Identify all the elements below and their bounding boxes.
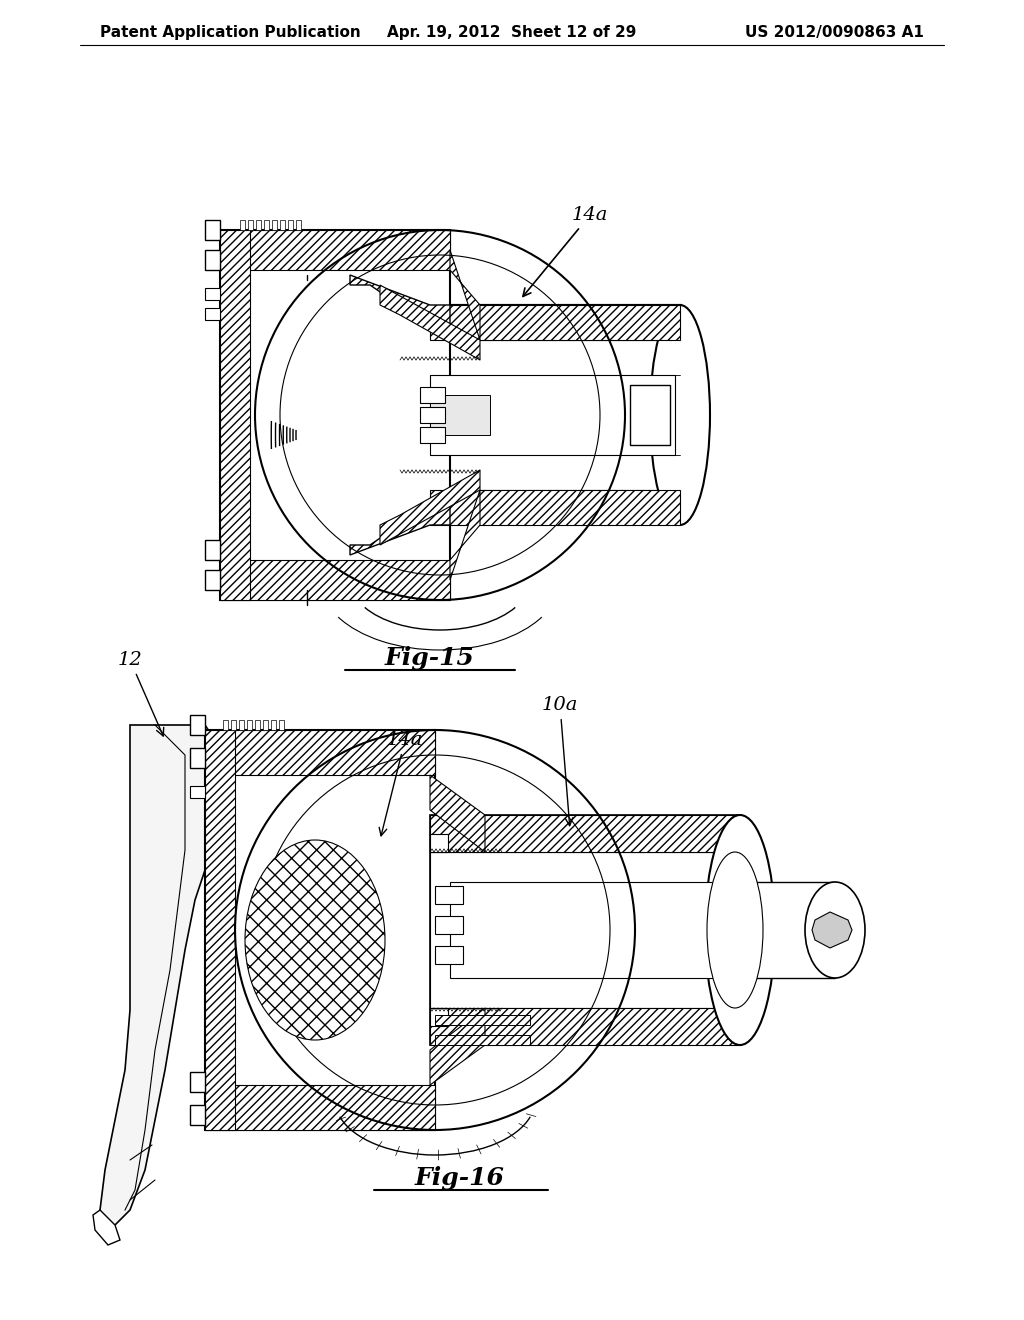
Polygon shape [220, 230, 450, 601]
Polygon shape [450, 249, 480, 341]
Ellipse shape [650, 305, 710, 525]
Polygon shape [205, 730, 234, 1130]
FancyBboxPatch shape [420, 407, 445, 422]
FancyBboxPatch shape [288, 220, 293, 230]
Polygon shape [430, 814, 740, 851]
Polygon shape [450, 882, 720, 978]
Polygon shape [205, 1085, 435, 1130]
FancyBboxPatch shape [264, 220, 269, 230]
Text: Patent Application Publication: Patent Application Publication [100, 25, 360, 40]
Text: 10a: 10a [542, 696, 579, 826]
Text: US 2012/0090863 A1: US 2012/0090863 A1 [745, 25, 924, 40]
Text: Fig-15: Fig-15 [385, 645, 475, 671]
FancyBboxPatch shape [271, 719, 276, 730]
Polygon shape [93, 1210, 120, 1245]
FancyBboxPatch shape [430, 1008, 449, 1026]
Polygon shape [435, 1035, 530, 1045]
Polygon shape [350, 275, 450, 341]
FancyBboxPatch shape [435, 946, 463, 964]
FancyBboxPatch shape [231, 719, 236, 730]
FancyBboxPatch shape [190, 748, 205, 768]
Ellipse shape [805, 882, 865, 978]
FancyBboxPatch shape [280, 220, 285, 230]
FancyBboxPatch shape [420, 387, 445, 403]
Polygon shape [430, 1008, 740, 1045]
FancyBboxPatch shape [240, 220, 245, 230]
FancyBboxPatch shape [435, 886, 463, 904]
Polygon shape [430, 814, 740, 1045]
Polygon shape [350, 490, 450, 554]
FancyBboxPatch shape [255, 719, 260, 730]
Text: 12: 12 [118, 651, 164, 737]
Polygon shape [430, 490, 680, 525]
Polygon shape [812, 912, 852, 948]
FancyBboxPatch shape [435, 916, 463, 935]
Polygon shape [220, 230, 250, 601]
Text: Fig-16: Fig-16 [415, 1166, 505, 1191]
Polygon shape [205, 730, 435, 1130]
FancyBboxPatch shape [190, 1105, 205, 1125]
Polygon shape [220, 560, 450, 601]
Polygon shape [430, 341, 680, 490]
Text: 14a: 14a [379, 731, 423, 836]
FancyBboxPatch shape [190, 785, 205, 799]
Polygon shape [430, 305, 680, 341]
Polygon shape [430, 305, 680, 525]
Ellipse shape [245, 840, 385, 1040]
FancyBboxPatch shape [420, 426, 445, 444]
Polygon shape [430, 1008, 485, 1085]
Text: 14a: 14a [523, 206, 608, 297]
FancyBboxPatch shape [205, 570, 220, 590]
Polygon shape [430, 775, 485, 851]
Polygon shape [430, 375, 675, 455]
Polygon shape [450, 490, 480, 579]
FancyBboxPatch shape [256, 220, 261, 230]
Polygon shape [100, 725, 225, 1225]
FancyBboxPatch shape [430, 834, 449, 851]
Polygon shape [735, 882, 835, 978]
Polygon shape [430, 395, 490, 436]
FancyBboxPatch shape [190, 1072, 205, 1092]
Polygon shape [435, 1015, 530, 1026]
FancyBboxPatch shape [279, 719, 284, 730]
Ellipse shape [705, 814, 775, 1045]
FancyBboxPatch shape [272, 220, 278, 230]
Polygon shape [430, 851, 740, 1008]
Polygon shape [220, 230, 450, 271]
FancyBboxPatch shape [263, 719, 268, 730]
Text: Apr. 19, 2012  Sheet 12 of 29: Apr. 19, 2012 Sheet 12 of 29 [387, 25, 637, 40]
Polygon shape [380, 285, 480, 360]
FancyBboxPatch shape [205, 308, 220, 319]
FancyBboxPatch shape [205, 249, 220, 271]
FancyBboxPatch shape [239, 719, 244, 730]
FancyBboxPatch shape [630, 385, 670, 445]
FancyBboxPatch shape [190, 715, 205, 735]
FancyBboxPatch shape [205, 220, 220, 240]
FancyBboxPatch shape [205, 288, 220, 300]
Ellipse shape [707, 851, 763, 1008]
FancyBboxPatch shape [296, 220, 301, 230]
FancyBboxPatch shape [223, 719, 228, 730]
Polygon shape [380, 470, 480, 545]
Polygon shape [205, 730, 435, 775]
FancyBboxPatch shape [248, 220, 253, 230]
FancyBboxPatch shape [205, 540, 220, 560]
FancyBboxPatch shape [247, 719, 252, 730]
